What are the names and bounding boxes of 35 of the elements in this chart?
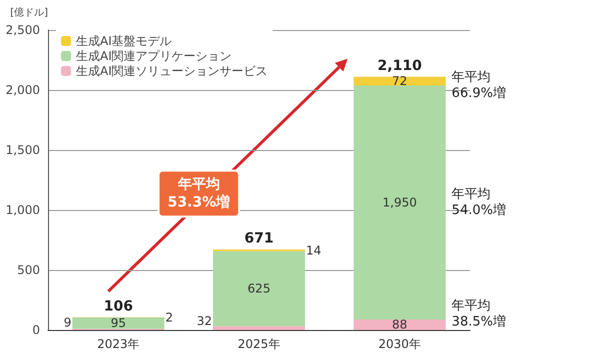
y-tick-label: 0 xyxy=(32,323,40,337)
bar xyxy=(354,85,446,320)
x-tick-label: 2023年 xyxy=(97,337,140,351)
data-label: 95 xyxy=(110,316,126,330)
x-tick-label: 2025年 xyxy=(238,337,280,351)
data-label: 1,950 xyxy=(382,195,417,210)
legend-label: 生成AI基盤モデル xyxy=(76,34,172,48)
annotation: 年平均 66.9%増 xyxy=(452,70,506,101)
bar xyxy=(213,251,305,326)
data-label: 2 xyxy=(165,310,173,324)
legend-label: 生成AI関連ソリューションサービス xyxy=(76,64,268,78)
y-tick-label: 1,500 xyxy=(6,143,40,157)
annotation: 年平均 54.0%増 xyxy=(452,186,506,218)
bar xyxy=(354,76,446,86)
y-tick-label: 500 xyxy=(17,263,40,277)
y-tick-label: 2,500 xyxy=(6,23,40,37)
data-label: 14 xyxy=(306,243,322,258)
annotation: 年平均 53.3%増 xyxy=(168,176,230,211)
y-axis-title: [億ドル] xyxy=(10,6,48,18)
data-label: 9 xyxy=(64,315,72,330)
bar xyxy=(72,318,164,329)
data-label: 72 xyxy=(392,74,408,88)
total-label: 106 xyxy=(104,298,133,314)
x-tick-label: 2030年 xyxy=(378,337,421,351)
data-label: 625 xyxy=(248,282,270,296)
bar xyxy=(213,326,305,330)
legend-label: 生成AI関連アプリケーション xyxy=(76,49,232,63)
y-tick-label: 1,000 xyxy=(6,203,40,217)
data-label: 32 xyxy=(196,314,212,328)
total-label: 2,110 xyxy=(378,58,422,74)
annotation: 年平均 38.5%増 xyxy=(452,298,506,330)
y-tick-label: 2,000 xyxy=(6,83,40,97)
bar xyxy=(354,319,446,330)
data-label: 88 xyxy=(392,318,408,332)
total-label: 671 xyxy=(244,230,274,246)
